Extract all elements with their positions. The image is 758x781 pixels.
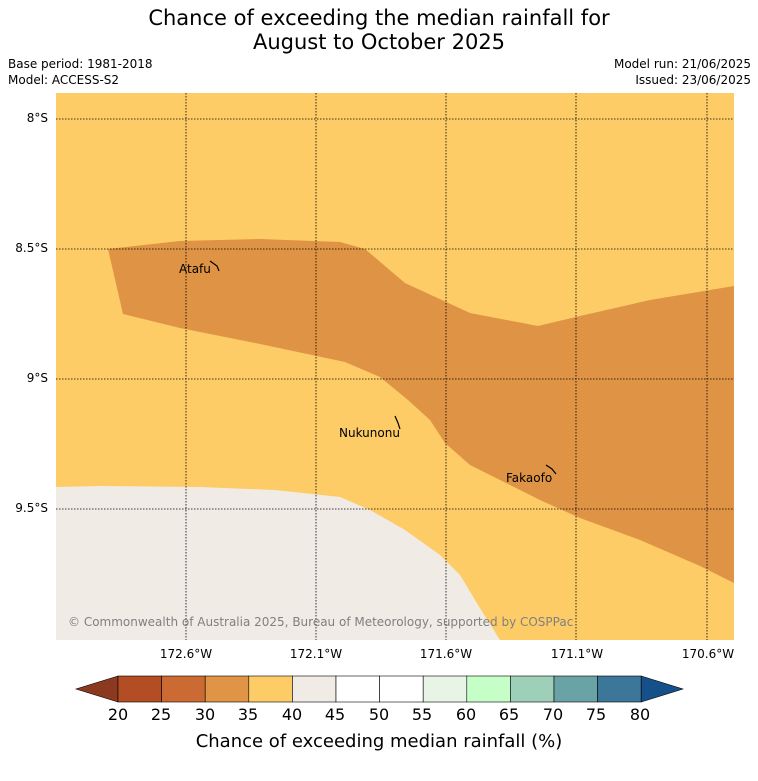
colorbar-tick: 70 bbox=[542, 705, 564, 724]
atoll-nukunonu-shape bbox=[394, 415, 401, 430]
colorbar-segment bbox=[553, 675, 598, 703]
colorbar-segment bbox=[597, 675, 642, 703]
lat-label-9-5: 9.5°S bbox=[15, 501, 48, 515]
atoll-atafu-shape bbox=[209, 260, 220, 272]
colorbar-extend-high bbox=[640, 675, 685, 703]
band-40-45-region bbox=[56, 486, 500, 640]
colorbar-segment bbox=[161, 675, 206, 703]
colorbar-segment bbox=[466, 675, 511, 703]
colorbar-tick: 45 bbox=[324, 705, 346, 724]
colorbar-segment bbox=[248, 675, 293, 703]
colorbar-tick: 65 bbox=[498, 705, 520, 724]
colorbar-tick: 25 bbox=[150, 705, 172, 724]
colorbar-title: Chance of exceeding median rainfall (%) bbox=[195, 731, 563, 752]
lon-label-170-6: 170.6°W bbox=[681, 647, 735, 661]
lat-label-8-5: 8.5°S bbox=[15, 241, 48, 255]
colorbar-tick: 75 bbox=[585, 705, 607, 724]
colorbar-segment bbox=[335, 675, 380, 703]
colorbar bbox=[74, 675, 685, 703]
colorbar-tick: 20 bbox=[107, 705, 129, 724]
lat-label-8: 8°S bbox=[26, 111, 48, 125]
colorbar-segment bbox=[204, 675, 250, 703]
lon-label-172-1: 172.1°W bbox=[289, 647, 343, 661]
colorbar-extend-low bbox=[74, 675, 119, 703]
colorbar-tick: 30 bbox=[194, 705, 216, 724]
lon-label-171-6: 171.6°W bbox=[419, 647, 473, 661]
colorbar-segment bbox=[379, 675, 424, 703]
place-label-atafu: Atafu bbox=[179, 262, 211, 276]
map-title-line2: August to October 2025 bbox=[252, 30, 506, 54]
copyright-notice: © Commonwealth of Australia 2025, Bureau… bbox=[68, 615, 573, 629]
place-label-fakaofo: Fakaofo bbox=[506, 471, 552, 485]
colorbar-tick: 55 bbox=[411, 705, 433, 724]
colorbar-tick: 40 bbox=[281, 705, 303, 724]
map-title-line1: Chance of exceeding the median rainfall … bbox=[148, 6, 610, 30]
lon-label-171-1: 171.1°W bbox=[550, 647, 604, 661]
issued-label: Issued: 23/06/2025 bbox=[635, 73, 751, 87]
place-label-nukunonu: Nukunonu bbox=[339, 426, 400, 440]
model-label: Model: ACCESS-S2 bbox=[8, 73, 120, 87]
colorbar-segment bbox=[510, 675, 555, 703]
colorbar-segment bbox=[422, 675, 468, 703]
lon-label-172-6: 172.6°W bbox=[159, 647, 213, 661]
colorbar-segment bbox=[117, 675, 162, 703]
colorbar-segment bbox=[292, 675, 337, 703]
colorbar-tick: 35 bbox=[237, 705, 259, 724]
colorbar-tick: 60 bbox=[455, 705, 477, 724]
colorbar-tick: 80 bbox=[629, 705, 651, 724]
band-30-35-region bbox=[108, 239, 734, 583]
colorbar-tick: 50 bbox=[368, 705, 390, 724]
base-period-label: Base period: 1981-2018 bbox=[8, 57, 153, 71]
atoll-fakaofo-shape bbox=[545, 464, 557, 475]
lat-label-9: 9°S bbox=[26, 371, 48, 385]
model-run-label: Model run: 21/06/2025 bbox=[613, 57, 751, 71]
